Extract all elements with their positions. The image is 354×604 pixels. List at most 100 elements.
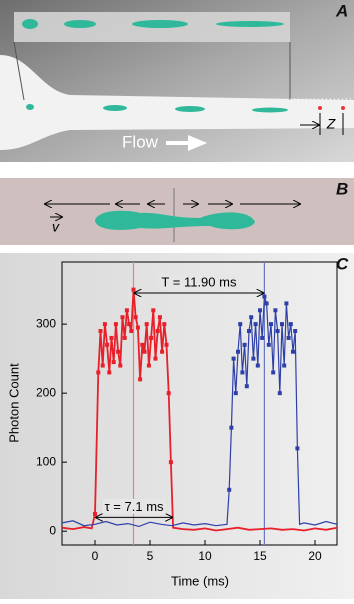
- data-point: [127, 322, 132, 327]
- data-point: [109, 335, 114, 340]
- y-tick-label: 200: [36, 385, 56, 399]
- x-tick-label: 10: [198, 549, 212, 563]
- data-point: [162, 322, 167, 327]
- data-point: [282, 363, 287, 368]
- velocity-label: v: [52, 219, 60, 235]
- data-point: [286, 335, 291, 340]
- data-point: [227, 487, 232, 492]
- data-point: [116, 349, 121, 354]
- data-point: [238, 322, 243, 327]
- data-point: [240, 370, 245, 375]
- panel-background: [0, 253, 354, 599]
- data-point: [266, 342, 271, 347]
- data-point: [135, 325, 140, 330]
- data-point: [164, 342, 169, 347]
- data-point: [291, 349, 295, 354]
- data-point: [168, 460, 173, 465]
- data-point: [102, 322, 107, 327]
- panel-label: A: [335, 1, 348, 20]
- data-point: [244, 384, 249, 389]
- flow-arrow: [166, 135, 208, 151]
- y-tick-label: 300: [36, 316, 56, 330]
- data-point: [105, 342, 110, 347]
- data-point: [113, 322, 118, 327]
- data-point: [293, 329, 298, 334]
- data-point: [262, 294, 267, 299]
- data-point: [144, 322, 149, 327]
- data-point: [255, 363, 260, 368]
- z-label: Z: [326, 116, 336, 132]
- data-point: [129, 329, 134, 334]
- channel: [0, 55, 354, 150]
- panel-b: v B: [0, 178, 354, 245]
- panel-background: [0, 178, 354, 245]
- data-point: [140, 342, 145, 347]
- data-point: [166, 391, 171, 396]
- panel-label: B: [336, 179, 348, 198]
- data-point: [275, 329, 280, 334]
- data-point: [271, 370, 276, 375]
- data-point: [146, 363, 151, 368]
- data-point: [142, 349, 147, 354]
- data-point: [118, 363, 123, 368]
- data-point: [277, 391, 282, 396]
- data-point: [253, 322, 258, 327]
- panel-a: A Z Flow: [0, 0, 354, 162]
- molecule: [95, 210, 255, 230]
- label-background: [159, 274, 239, 290]
- y-tick-label: 0: [49, 523, 56, 537]
- data-point: [247, 329, 251, 334]
- data-point: [138, 377, 143, 382]
- focus-spot: [318, 106, 322, 110]
- data-point: [98, 329, 103, 334]
- data-point: [111, 360, 116, 365]
- x-tick-label: 15: [253, 549, 267, 563]
- data-point: [288, 322, 293, 327]
- zoom-line: [13, 41, 25, 101]
- data-point: [100, 363, 105, 368]
- data-point: [236, 349, 240, 354]
- data-point: [242, 342, 247, 347]
- data-point: [269, 322, 273, 327]
- data-point: [249, 315, 254, 320]
- label-background: [102, 498, 167, 514]
- x-tick-label: 5: [147, 549, 154, 563]
- data-point: [124, 308, 129, 313]
- data-point: [155, 329, 160, 334]
- data-point: [284, 301, 289, 306]
- data-point: [96, 370, 101, 375]
- focus-spot: [341, 106, 345, 110]
- data-point: [122, 335, 127, 340]
- data-point: [131, 287, 136, 292]
- data-point: [233, 391, 238, 396]
- x-tick-label: 0: [92, 549, 99, 563]
- data-point: [151, 308, 156, 313]
- data-point: [251, 356, 256, 361]
- data-point: [231, 356, 236, 361]
- flow-label: Flow: [122, 132, 159, 151]
- data-point: [264, 301, 269, 306]
- data-point: [229, 425, 234, 430]
- data-point: [260, 335, 265, 340]
- data-point: [273, 308, 278, 313]
- y-axis-label: Photon Count: [6, 363, 21, 443]
- data-point: [93, 511, 97, 516]
- span-label: T = 11.90 ms: [161, 274, 237, 289]
- data-point: [153, 356, 158, 361]
- data-point: [120, 315, 125, 320]
- data-point: [280, 322, 284, 327]
- x-axis-label: Time (ms): [171, 573, 229, 588]
- span-label: τ = 7.1 ms: [105, 499, 164, 514]
- data-point: [160, 349, 165, 354]
- molecules: [22, 19, 288, 113]
- data-point: [133, 315, 138, 320]
- x-tick-label: 20: [308, 549, 322, 563]
- data-point: [107, 370, 112, 375]
- data-point: [295, 446, 300, 451]
- panel-label: C: [336, 254, 349, 273]
- y-tick-label: 100: [36, 454, 56, 468]
- data-point: [149, 335, 154, 340]
- data-point: [258, 308, 262, 313]
- plot-frame: [61, 261, 338, 546]
